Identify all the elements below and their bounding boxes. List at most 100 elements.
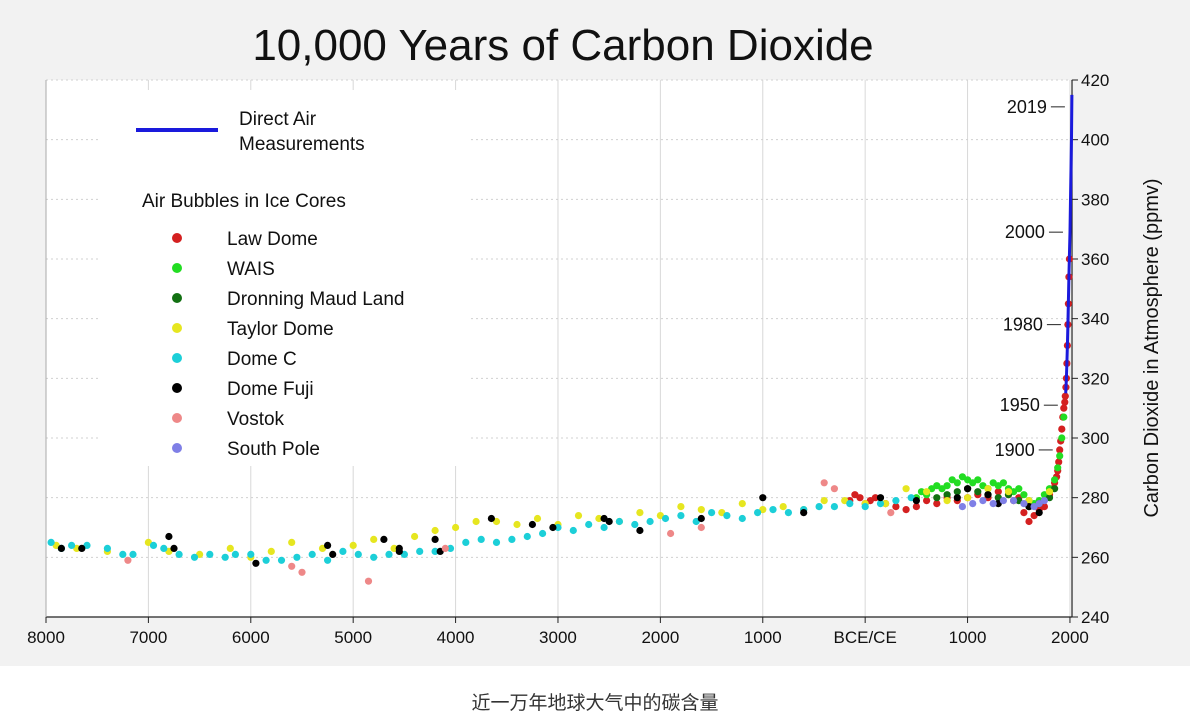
data-point [708,508,716,517]
legend-marker [172,323,182,333]
data-point [487,514,495,523]
data-point [267,547,275,556]
data-point [953,494,961,502]
data-point [999,479,1008,487]
data-point [1045,488,1054,496]
data-point [923,497,931,505]
legend-marker [172,263,182,273]
data-point [385,550,393,559]
x-tick-label: 4000 [437,628,475,647]
data-point [984,485,992,493]
x-tick-label: 1000 [949,628,987,647]
data-point [697,514,705,523]
data-point [57,544,65,553]
data-point [953,479,961,487]
data-point [677,511,685,520]
data-point [912,503,921,511]
data-point [416,547,424,556]
data-point [605,517,613,526]
data-point [1058,434,1066,442]
data-point [943,482,951,490]
data-point [293,553,301,561]
legend-header: Air Bubbles in Ice Cores [142,191,346,212]
data-point [380,535,388,544]
annotation-label: 2000 [1005,222,1045,242]
data-point [149,541,158,550]
figure-caption: 近一万年地球大气中的碳含量 [471,692,719,714]
data-point [933,500,941,508]
x-tick-label: 8000 [27,628,65,647]
data-point [190,553,199,561]
data-point [871,494,880,502]
x-tick-label: 3000 [539,628,577,647]
data-point [78,544,86,553]
legend-marker [172,233,182,243]
annotation-label: 2019 [1007,97,1047,117]
data-point [370,553,378,561]
data-point [958,473,967,481]
x-tick-label: 5000 [334,628,372,647]
data-point [1035,508,1043,517]
legend-entry-label: WAIS [227,259,275,280]
data-point [892,503,900,511]
year-annotations: 2019 2000 1980 1950 1900 [995,97,1065,460]
y-tick-label: 280 [1081,489,1109,508]
data-point [1040,503,1048,511]
data-point [933,494,941,502]
data-point [615,517,624,526]
data-point [964,485,972,493]
data-point [646,517,654,526]
legend: Direct Air Measurements Air Bubbles in Ice… [136,109,404,460]
data-point [1010,497,1018,505]
data-point [846,500,854,508]
y-tick-label: 240 [1081,608,1109,627]
data-point [697,506,705,514]
data-point [738,514,746,523]
data-point [958,503,967,511]
data-point [600,523,608,532]
data-point [354,550,362,559]
data-point [1058,425,1066,433]
data-point [953,488,961,496]
data-point [969,500,977,508]
data-point [999,497,1008,505]
data-point [1035,500,1043,508]
data-point [277,556,286,564]
data-point [206,550,214,559]
data-point [902,506,910,514]
data-point [923,488,931,496]
x-tick-label: 6000 [232,628,270,647]
data-point [1054,464,1062,472]
data-point [129,550,137,559]
y-tick-label: 300 [1081,429,1109,448]
y-axis-label: Carbon Dioxide in Atmosphere (ppmv) [1141,178,1163,517]
legend-marker [172,293,182,303]
legend-background [100,90,470,466]
data-point [252,559,260,567]
legend-entry-label: Dome Fuji [227,379,314,400]
data-point [298,568,306,576]
data-point [513,520,521,529]
data-point [308,550,316,559]
chart-title: 10,000 Years of Carbon Dioxide [252,21,873,70]
data-point [103,544,111,553]
data-point [523,532,531,541]
data-point [1020,508,1028,517]
data-point [160,544,168,553]
legend-entry-label: Law Dome [227,229,318,250]
legend-line-label: Direct Air [239,109,317,130]
data-point [288,538,296,547]
data-point [1040,497,1048,505]
data-point [1051,476,1059,484]
data-point [411,532,419,541]
y-tick-label: 380 [1081,190,1109,209]
data-point [508,535,516,544]
data-point [779,503,787,511]
data-point [738,500,746,508]
direct-air-line-layer [1064,94,1074,394]
data-point [370,535,378,544]
data-point [697,523,705,532]
data-points [47,255,1073,585]
data-point [119,550,127,559]
data-point [723,511,731,520]
